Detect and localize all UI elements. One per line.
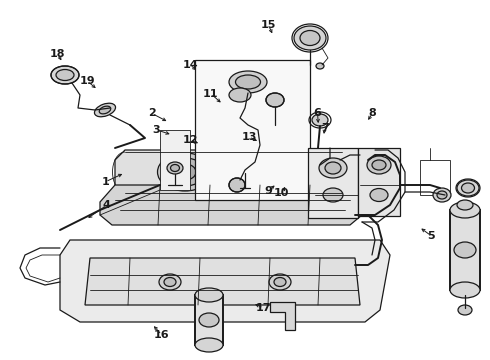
Ellipse shape [174,164,196,180]
Ellipse shape [274,163,296,181]
Bar [160,130,190,190]
Text: 11: 11 [203,89,219,99]
Ellipse shape [462,183,474,193]
Ellipse shape [323,188,343,202]
Ellipse shape [171,165,179,171]
Bar [308,148,358,218]
Text: 1: 1 [101,177,109,187]
Ellipse shape [325,162,341,174]
Ellipse shape [165,158,205,186]
Ellipse shape [450,202,480,218]
Ellipse shape [157,153,213,191]
Ellipse shape [199,313,219,327]
Bar [358,148,400,216]
Ellipse shape [457,200,473,210]
Text: 3: 3 [152,125,160,135]
Polygon shape [60,240,390,322]
Ellipse shape [370,189,388,202]
Text: 14: 14 [182,60,198,70]
Ellipse shape [167,162,183,174]
Ellipse shape [437,191,447,199]
Text: 18: 18 [50,49,66,59]
Ellipse shape [195,338,223,352]
Text: 5: 5 [427,231,435,241]
Text: 4: 4 [103,200,111,210]
Ellipse shape [458,305,472,315]
Ellipse shape [268,158,302,186]
Ellipse shape [367,156,391,174]
Text: 12: 12 [182,135,198,145]
Polygon shape [100,185,362,225]
Ellipse shape [229,178,245,192]
Ellipse shape [164,278,176,287]
Ellipse shape [95,103,116,117]
Ellipse shape [236,75,261,89]
Polygon shape [115,150,355,195]
Ellipse shape [195,288,223,302]
Ellipse shape [457,180,479,196]
Ellipse shape [266,93,284,107]
Ellipse shape [238,163,252,173]
Text: 10: 10 [274,188,290,198]
Text: 15: 15 [261,20,276,30]
Bar [195,60,310,200]
Text: 16: 16 [154,330,170,340]
Ellipse shape [454,242,476,258]
Text: 6: 6 [314,108,321,118]
Ellipse shape [269,274,291,290]
Text: 9: 9 [265,186,272,196]
Text: 7: 7 [321,123,329,133]
Ellipse shape [51,66,79,84]
Ellipse shape [159,274,181,290]
Ellipse shape [433,188,451,202]
Text: 2: 2 [148,108,156,118]
Polygon shape [85,258,360,305]
Bar [450,210,480,290]
Ellipse shape [319,158,347,178]
Text: 19: 19 [79,76,95,86]
Ellipse shape [312,114,328,126]
Polygon shape [270,302,295,330]
Text: 17: 17 [256,303,271,313]
Text: 8: 8 [368,108,376,118]
Ellipse shape [450,282,480,298]
Bar [420,160,450,195]
Ellipse shape [229,88,251,102]
Ellipse shape [99,106,111,114]
Bar [195,295,223,345]
Ellipse shape [316,63,324,69]
Text: 13: 13 [241,132,257,142]
Ellipse shape [372,160,386,170]
Ellipse shape [56,69,74,81]
Ellipse shape [300,31,320,45]
Ellipse shape [294,26,326,50]
Ellipse shape [274,278,286,287]
Ellipse shape [229,71,267,93]
